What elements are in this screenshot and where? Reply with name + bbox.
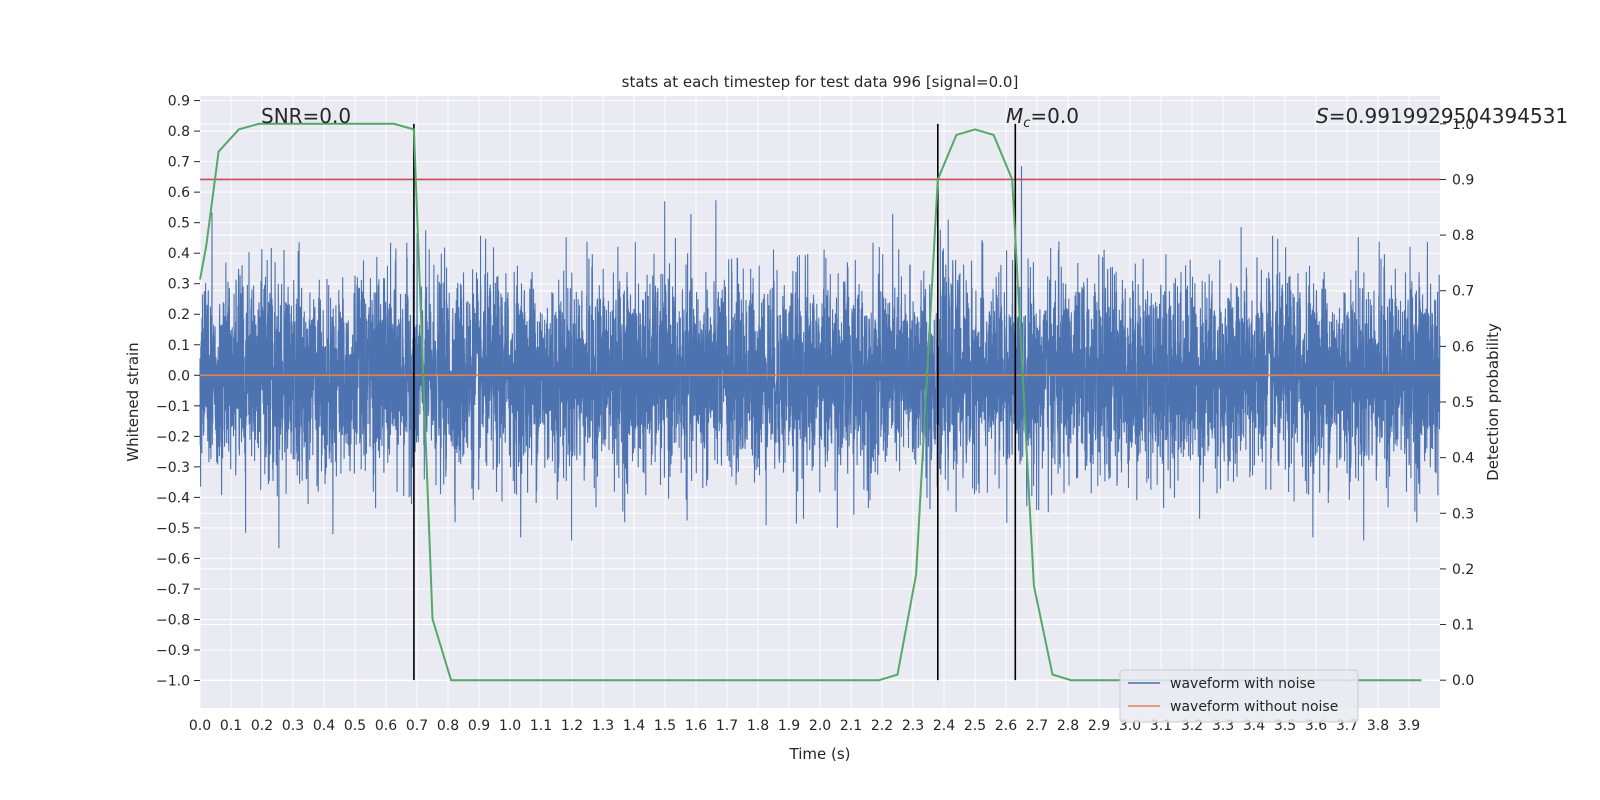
x-axis-label: Time (s) [789,745,851,763]
x-tick-label: 0.9 [468,718,490,734]
x-tick-label: 0.8 [437,718,459,734]
y-tick-label: −0.3 [156,460,190,476]
mc-annotation: Mc=0.0 [1006,104,1079,131]
y2-tick-label: 0.9 [1452,172,1474,188]
x-tick-label: 0.1 [220,718,242,734]
y-tick-label: 0.5 [168,216,190,232]
x-tick-label: 1.3 [592,718,614,734]
x-tick-label: 1.8 [747,718,769,734]
x-tick-label: 1.6 [685,718,707,734]
x-tick-label: 2.7 [1026,718,1048,734]
s-annotation: S=0.9919929504394531 [1316,104,1568,128]
y-tick-label: −0.6 [156,551,190,567]
x-tick-label: 2.8 [1057,718,1079,734]
y-tick-label: −0.9 [156,643,190,659]
x-tick-label: 1.1 [530,718,552,734]
chart-title: stats at each timestep for test data 996… [622,73,1019,91]
y2-tick-label: 0.2 [1452,562,1474,578]
line-series-layer [199,122,1440,682]
x-tick-label: 0.4 [313,718,335,734]
y2-tick-label: 0.0 [1452,673,1474,689]
y-tick-label: 0.9 [168,94,190,110]
x-tick-label: 2.3 [902,718,924,734]
y-tick-label: 0.0 [168,368,190,384]
x-tick-label: 2.5 [964,718,986,734]
y-tick-label: −0.8 [156,612,190,628]
y-tick-label: 0.8 [168,124,190,140]
y2-tick-label: 1.0 [1452,117,1474,133]
waveform-with-noise-line [199,166,1441,549]
y-tick-label: 0.1 [168,338,190,354]
x-tick-label: 2.0 [809,718,831,734]
mc-value: =0.0 [1030,104,1079,128]
legend-label-clean: waveform without noise [1170,699,1338,715]
detection-probability-line [199,122,1422,682]
x-tick-label: 2.9 [1088,718,1110,734]
x-tick-label: 3.8 [1367,718,1389,734]
snr-annotation: SNR=0.0 [261,104,351,128]
x-tick-label: 0.0 [189,718,211,734]
y-tick-label: −0.5 [156,521,190,537]
x-tick-label: 0.7 [406,718,428,734]
y-tick-label: −0.1 [156,399,190,415]
waveform-with-noise-series [199,166,1441,549]
y2-tick-label: 0.6 [1452,339,1474,355]
x-tick-label: 1.2 [561,718,583,734]
y-tick-label: −0.2 [156,429,190,445]
y-tick-label: 0.4 [168,246,190,262]
y-tick-label: −0.4 [156,490,190,506]
y2-tick-label: 0.7 [1452,284,1474,300]
x-tick-label: 0.6 [375,718,397,734]
legend-box [1119,669,1359,723]
x-tick-label: 0.5 [344,718,366,734]
x-tick-label: 1.9 [778,718,800,734]
y-axis-label: Whitened strain [124,342,142,461]
y2-tick-label: 0.3 [1452,506,1474,522]
y-tick-label: 0.3 [168,277,190,293]
legend-label-noise: waveform with noise [1170,676,1315,692]
x-tick-label: 2.2 [871,718,893,734]
y-tick-label: −1.0 [156,674,190,690]
s-symbol: S [1316,104,1329,128]
y2-axis-label: Detection probability [1484,323,1502,481]
x-tick-label: 0.3 [282,718,304,734]
x-tick-label: 2.6 [995,718,1017,734]
y-tick-label: 0.6 [168,185,190,201]
mc-symbol: M [1006,104,1023,128]
y-tick-label: −0.7 [156,582,190,598]
y-tick-label: 0.7 [168,155,190,171]
x-tick-label: 2.1 [840,718,862,734]
x-tick-label: 1.7 [716,718,738,734]
mc-subscript: c [1023,116,1030,131]
y2-tick-label: 0.5 [1452,395,1474,411]
x-tick-label: 1.4 [623,718,645,734]
y2-tick-label: 0.1 [1452,618,1474,634]
y-tick-label: 0.2 [168,307,190,323]
y2-tick-label: 0.8 [1452,228,1474,244]
x-tick-label: 0.2 [251,718,273,734]
s-value: =0.9919929504394531 [1329,104,1568,128]
x-tick-label: 2.4 [933,718,955,734]
x-tick-label: 1.5 [654,718,676,734]
x-tick-label: 1.0 [499,718,521,734]
x-tick-label: 3.9 [1398,718,1420,734]
legend: waveform with noise waveform without noi… [1119,669,1359,723]
y2-tick-label: 0.4 [1452,451,1474,467]
